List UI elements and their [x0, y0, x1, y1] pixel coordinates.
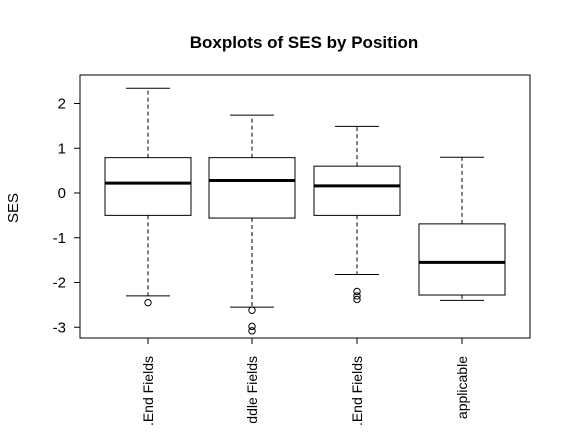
box-item [418, 156, 506, 301]
x-category-label: applicable [454, 356, 470, 419]
boxes-group [104, 87, 506, 335]
y-axis: -3 -2 -1 0 1 2 [53, 96, 81, 336]
iqr-box [104, 157, 192, 216]
x-category-label: .End Fields [140, 356, 156, 426]
x-category-label: ddle Fields [244, 356, 260, 424]
iqr-box [418, 223, 506, 296]
y-tick-label: -3 [53, 319, 66, 336]
y-tick-label: 2 [58, 96, 66, 113]
outlier-point [248, 327, 256, 335]
outlier-point [353, 292, 361, 300]
x-category-label: .End Fields [349, 356, 365, 426]
y-axis-label: SES [5, 193, 22, 223]
box-item [313, 125, 401, 304]
outlier-point [248, 322, 256, 331]
y-tick-label: -1 [53, 230, 66, 247]
outlier-point [144, 298, 152, 307]
outlier-point [353, 295, 361, 304]
box-item [104, 87, 192, 307]
x-axis-labels: .End Fields ddle Fields .End Fields applica… [140, 338, 470, 426]
iqr-box [208, 157, 296, 219]
outlier-point [248, 306, 256, 314]
y-tick-label: 1 [58, 140, 66, 157]
box-item [208, 114, 296, 335]
y-tick-label: -2 [53, 275, 66, 292]
iqr-box [313, 165, 401, 216]
y-tick-label: 0 [58, 185, 66, 202]
outlier-point [353, 287, 361, 296]
chart-title: Boxplots of SES by Position [190, 33, 419, 52]
